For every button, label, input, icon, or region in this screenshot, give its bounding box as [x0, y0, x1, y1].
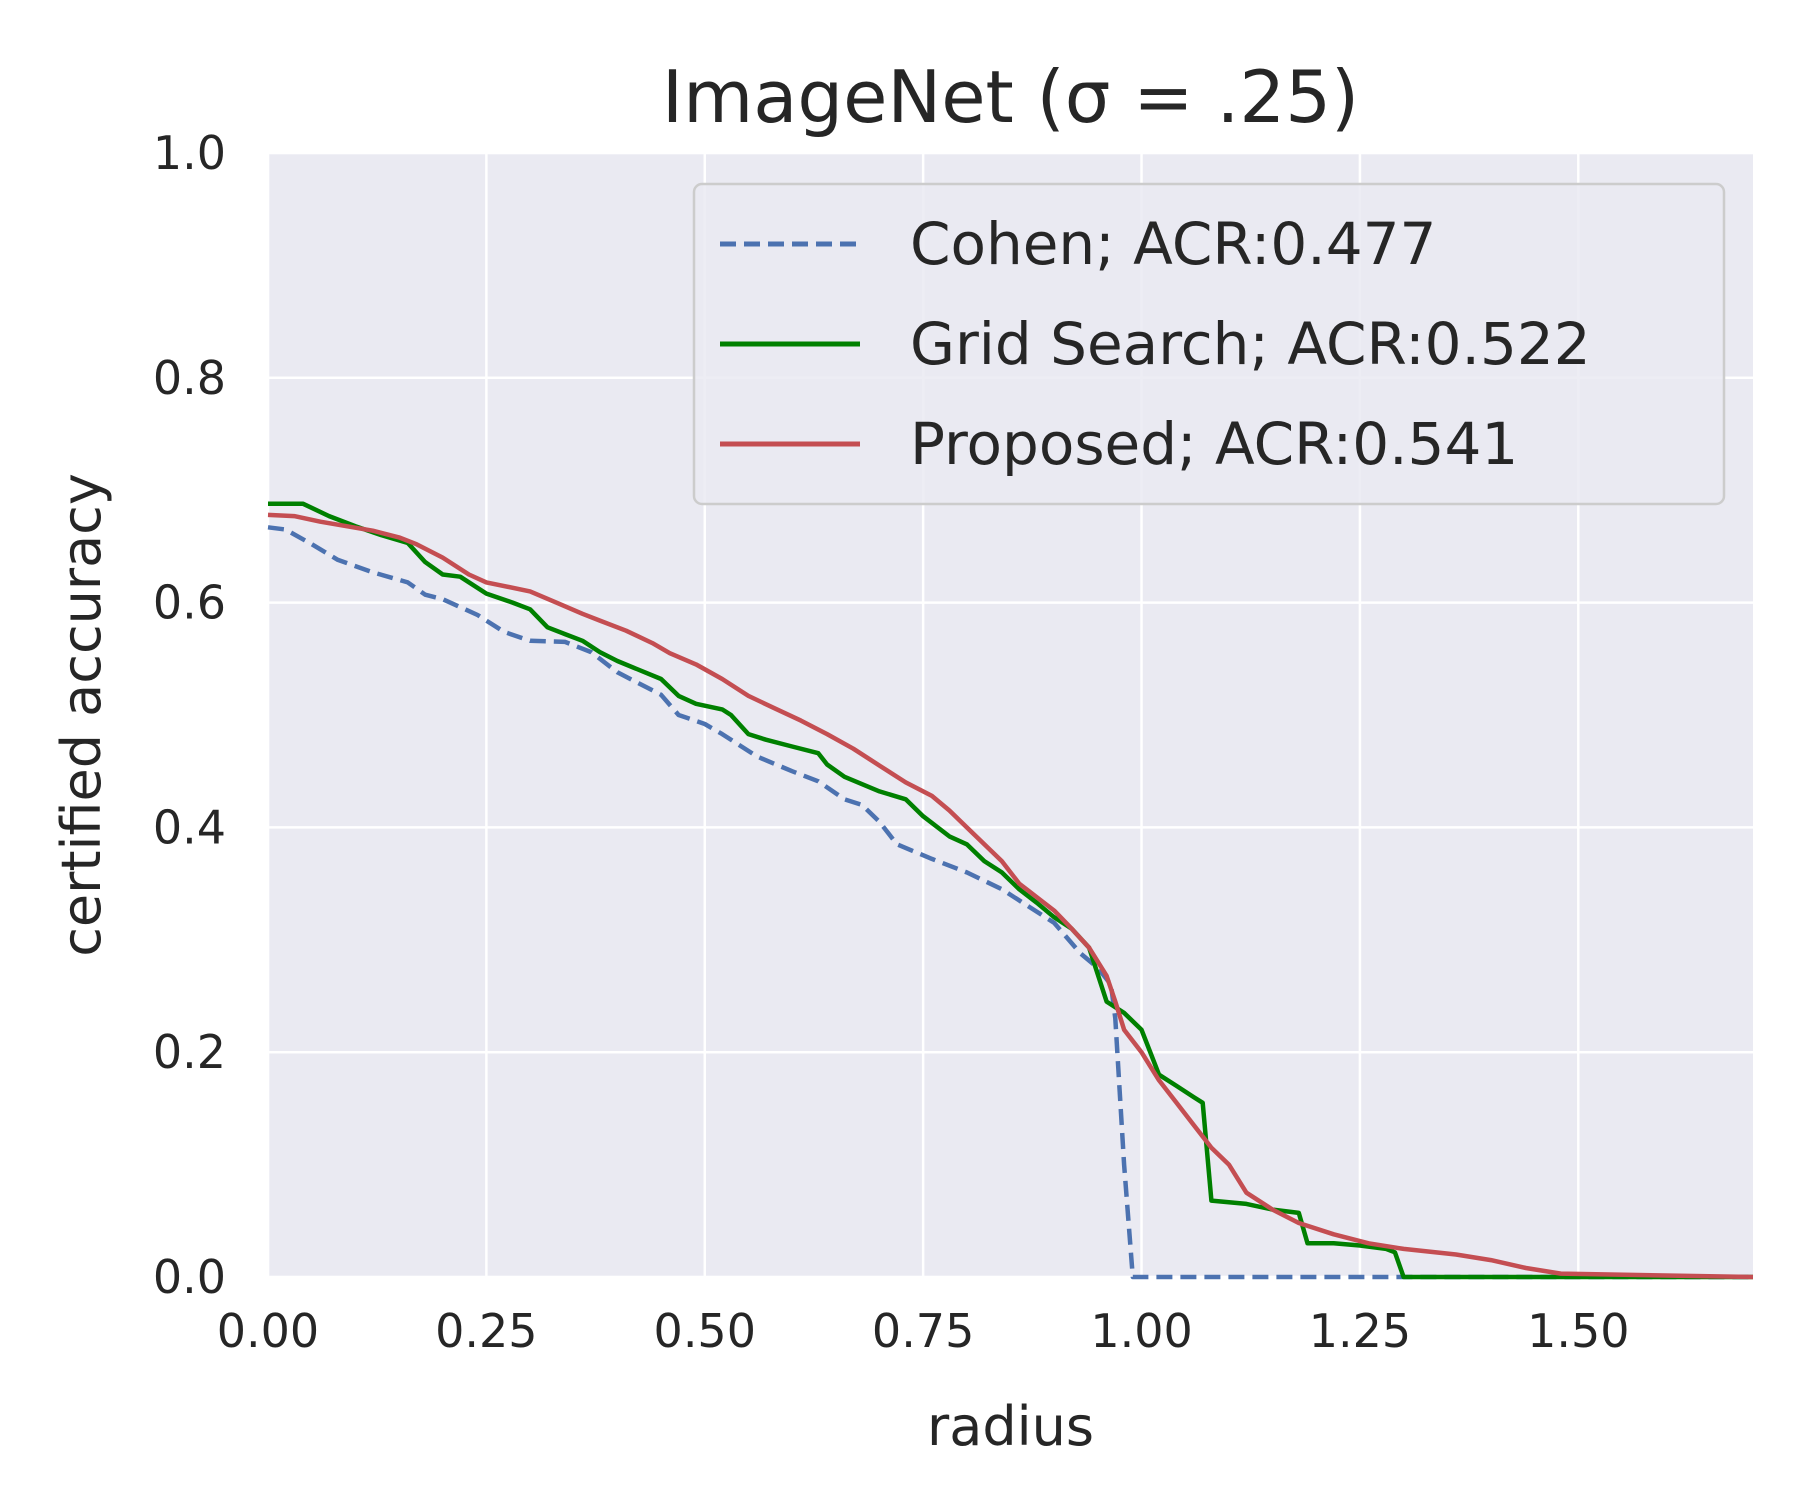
- x-tick-label-3: 0.75: [872, 1304, 974, 1358]
- legend-entry-0: Cohen; ACR:0.477: [910, 210, 1436, 278]
- y-tick-label-3: 0.6: [153, 576, 226, 630]
- y-tick-label-5: 1.0: [153, 126, 226, 180]
- legend-entry-2: Proposed; ACR:0.541: [910, 410, 1518, 478]
- chart-title: ImageNet (σ = .25): [662, 55, 1359, 139]
- x-tick-label-5: 1.25: [1309, 1304, 1411, 1358]
- series-line-1: [268, 501, 1753, 1280]
- x-tick-labels: 0.00 0.25 0.50 0.75 1.00 1.25 1.50: [217, 1304, 1630, 1358]
- x-tick-label-2: 0.50: [654, 1304, 756, 1358]
- legend: Cohen; ACR:0.477 Grid Search; ACR:0.522 Pr…: [692, 182, 1726, 506]
- series-lines: [267, 501, 1754, 1280]
- series-line-2: [267, 512, 1754, 1280]
- x-tick-label-0: 0.00: [217, 1304, 319, 1358]
- x-tick-label-1: 0.25: [435, 1304, 537, 1358]
- y-tick-label-4: 0.8: [153, 351, 226, 405]
- legend-box: [692, 182, 1726, 506]
- series-line-0: [267, 525, 1753, 1280]
- y-tick-label-2: 0.4: [153, 800, 226, 854]
- y-tick-label-0: 0.0: [153, 1250, 226, 1304]
- x-axis-label: radius: [927, 1395, 1094, 1458]
- y-tick-labels: 0.0 0.2 0.4 0.6 0.8 1.0: [153, 126, 226, 1304]
- x-tick-label-6: 1.50: [1527, 1304, 1629, 1358]
- y-tick-label-1: 0.2: [153, 1025, 226, 1079]
- x-tick-label-4: 1.00: [1090, 1304, 1192, 1358]
- legend-entry-1: Grid Search; ACR:0.522: [910, 310, 1591, 378]
- y-axis-label: certified accuracy: [50, 473, 113, 957]
